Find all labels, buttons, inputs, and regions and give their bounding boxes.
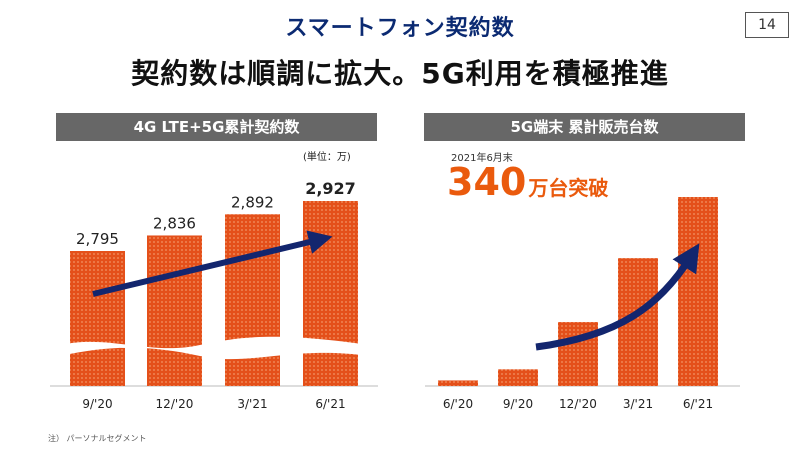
left-chart-title: 4G LTE+5G累計契約数	[56, 113, 377, 141]
left-bar-value: 2,836	[153, 214, 196, 232]
right-bar	[678, 197, 718, 386]
left-bar	[70, 251, 125, 386]
right-tick-label: 9/'20	[503, 397, 533, 411]
left-bar	[147, 235, 202, 386]
right-tick-label: 12/'20	[559, 397, 597, 411]
left-bar	[303, 201, 358, 386]
right-chart-title: 5G端末 累計販売台数	[424, 113, 745, 141]
left-bar-value: 2,892	[231, 193, 274, 211]
right-tick-label: 6/'20	[443, 397, 473, 411]
left-bar-value: 2,795	[76, 230, 119, 248]
slide-title: スマートフォン契約数	[285, 16, 515, 41]
right-tick-label: 6/'21	[683, 397, 713, 411]
left-tick-label: 6/'21	[315, 397, 345, 411]
headline: 契約数は順調に拡大。5G利用を積極推進	[131, 57, 669, 90]
right-tick-label: 3/'21	[623, 397, 653, 411]
right-bar	[438, 380, 478, 386]
left-chart: 2,795 9/'20 2,836 12/'20 2,892 3/'21 2,927 6/'2…	[60, 179, 370, 411]
left-tick-label: 3/'21	[237, 397, 267, 411]
left-bar	[225, 214, 280, 386]
left-tick-label: 12/'20	[156, 397, 194, 411]
right-chart: 6/'20 9/'20 12/'20 3/'21 6/'21	[438, 197, 718, 411]
right-bar	[498, 369, 538, 386]
as-of-date: 2021年6月末	[451, 153, 513, 164]
highlight-suffix: 万台突破	[528, 176, 609, 200]
left-bar-value: 2,927	[305, 179, 356, 198]
right-trend-arrow	[535, 243, 700, 351]
footnote: 注） パーソナルセグメント	[48, 434, 147, 443]
page-number: 14	[745, 12, 789, 38]
axis-break	[60, 336, 370, 360]
highlight-value: 340	[447, 160, 527, 204]
left-tick-label: 9/'20	[82, 397, 112, 411]
left-trend-arrow	[92, 230, 333, 297]
highlight-callout: 340 万台突破	[447, 160, 608, 204]
unit-label: (単位：万)	[303, 152, 351, 163]
